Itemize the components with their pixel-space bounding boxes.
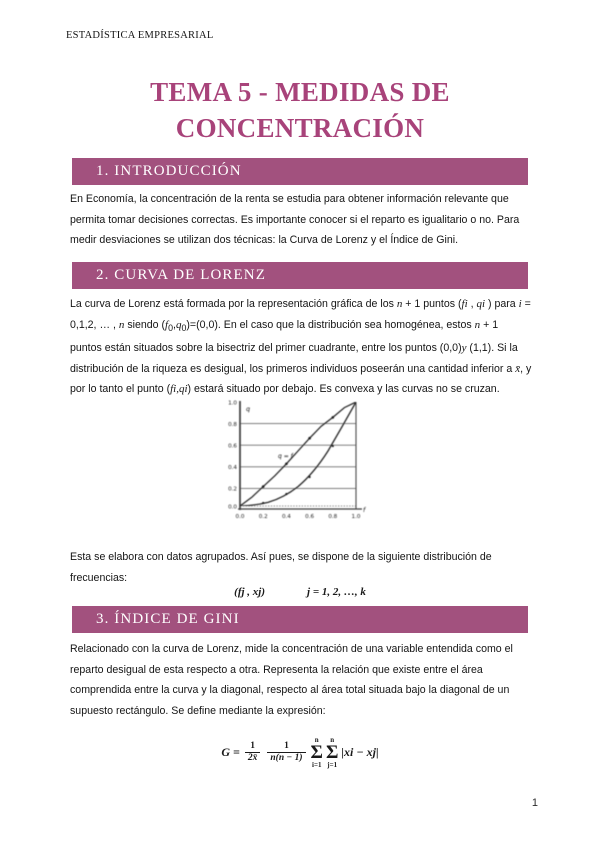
svg-text:0.8: 0.8 [328, 514, 337, 520]
svg-text:0.4: 0.4 [282, 514, 291, 520]
svg-text:0.6: 0.6 [228, 443, 237, 449]
text-run: ) estará situado por debajo. Es convexa … [187, 383, 500, 396]
formula-pair: (fj , xj) [234, 586, 266, 598]
paragraph-datos-agrupados: Esta se elabora con datos agrupados. Así… [70, 551, 492, 584]
math-var-n: n [118, 318, 125, 331]
math-var-xbar: x̄ [515, 362, 521, 375]
text-run: La curva de Lorenz está formada por la r… [70, 298, 397, 310]
math-var-f0: f [165, 318, 169, 331]
formula-indice-de-gini: G = 1 2x̄ 1 n(n − 1) n Σ i=1 n Σ j=1 |xi… [0, 736, 600, 769]
summation-upper-limit: n [330, 736, 335, 744]
svg-text:q: q [246, 405, 250, 413]
math-sub-0: 0 [181, 322, 187, 333]
math-var-n: n [474, 318, 481, 331]
text-run: , [467, 298, 477, 310]
text-run: = 0,1,2, … , [70, 298, 531, 331]
page-number: 1 [531, 797, 538, 809]
formula-summation-2: n Σ j=1 [326, 736, 338, 769]
svg-text:0.6: 0.6 [305, 514, 314, 520]
formula-summation-1: n Σ i=1 [311, 736, 323, 769]
math-var-n: n [396, 298, 403, 310]
math-var-q0: q [175, 318, 182, 331]
formula-equals: = [233, 745, 240, 759]
svg-text:f: f [363, 507, 366, 514]
svg-text:1.0: 1.0 [352, 514, 361, 520]
summation-lower-limit: i=1 [312, 761, 322, 769]
text-run: ) para [485, 298, 519, 310]
math-var-y: y [461, 342, 467, 355]
text-run: + 1 puntos están situados sobre la bisec… [70, 318, 499, 355]
section-header-introduccion: 1. INTRODUCCIÓN [72, 158, 528, 185]
fraction-denominator: 2x̄ [244, 752, 261, 764]
formula-symbol-G: G [221, 745, 231, 759]
formula-distribucion-frecuencias: (fj , xj) j = 1, 2, …, k [0, 586, 600, 598]
section-header-label: 3. ÍNDICE DE GINI [96, 611, 240, 627]
fraction-numerator: 1 [284, 741, 289, 751]
fraction-denominator: n(n − 1) [267, 752, 306, 764]
math-var-fiqi: fi,qi [170, 383, 188, 396]
text-run: (1,1). Si la distribución de la riqueza … [70, 342, 518, 375]
page-title: TEMA 5 - MEDIDAS DE CONCENTRACIÓN [66, 74, 534, 146]
svg-text:q = f: q = f [278, 453, 294, 460]
formula-term: |xi − xj| [341, 745, 379, 759]
svg-text:1.0: 1.0 [228, 401, 237, 407]
section-header-label: 1. INTRODUCCIÓN [96, 163, 242, 179]
svg-text:0.4: 0.4 [228, 465, 237, 471]
text-run: , [173, 318, 176, 331]
math-var-fi: fi [461, 298, 468, 310]
summation-lower-limit: j=1 [327, 761, 338, 769]
svg-text:0.2: 0.2 [259, 514, 268, 520]
paragraph-indice-de-gini: Relacionado con la curva de Lorenz, mide… [70, 643, 513, 717]
formula-fraction-2: 1 n(n − 1) [267, 741, 306, 764]
formula-fraction-1: 1 2x̄ [244, 741, 261, 764]
section-header-curva-de-lorenz: 2. CURVA DE LORENZ [72, 262, 528, 289]
text-run: siendo ( [124, 318, 166, 331]
section-header-indice-de-gini: 3. ÍNDICE DE GINI [72, 606, 528, 633]
svg-text:0.0: 0.0 [228, 505, 237, 511]
math-var-qi: qi [476, 298, 486, 310]
page-title-line-2: CONCENTRACIÓN [175, 113, 425, 143]
svg-text:0.2: 0.2 [228, 487, 237, 493]
text-run: , y por lo tanto el punto ( [70, 362, 532, 396]
page-title-line-1: TEMA 5 - MEDIDAS DE [150, 77, 450, 107]
formula-index-range: j = 1, 2, …, k [307, 586, 366, 598]
summation-upper-limit: n [314, 736, 319, 744]
section-header-label: 2. CURVA DE LORENZ [96, 267, 266, 283]
fraction-numerator: 1 [250, 741, 255, 751]
math-sub-0: 0 [168, 322, 173, 333]
svg-text:0.0: 0.0 [236, 514, 245, 520]
math-var-i: i [518, 298, 522, 310]
paragraph-introduccion: En Economía, la concentración de la rent… [70, 193, 520, 246]
running-head: ESTADÍSTICA EMPRESARIAL [66, 30, 214, 41]
paragraph-curva-de-lorenz: La curva de Lorenz está formada por la r… [70, 294, 532, 400]
lorenz-curve-figure: q f q = f 1.0 0.8 0.6 0.4 0.2 0.0 0.0 0.… [216, 396, 382, 538]
text-run: )=(0,0). En el caso que la distribución … [186, 318, 475, 331]
sigma-icon: Σ [325, 742, 339, 763]
text-run: + 1 puntos ( [402, 298, 462, 310]
svg-text:0.8: 0.8 [228, 422, 237, 428]
sigma-icon: Σ [310, 742, 323, 763]
